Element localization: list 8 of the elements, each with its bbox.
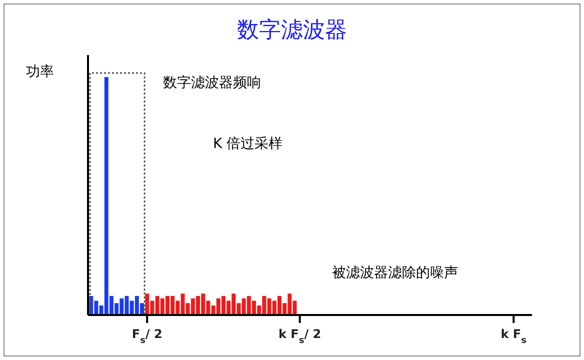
annotation: 数字滤波器频响: [163, 75, 261, 91]
annotation: 被滤波器滤除的噪声: [332, 265, 458, 281]
chart-title: 数字滤波器: [237, 18, 347, 43]
x-tick-label: k F$_{s}$: [500, 327, 526, 346]
x-tick-label: k F$_{s}$/ 2: [278, 327, 322, 346]
y-axis-title: 功率: [26, 64, 54, 80]
x-tick-label: F$_{s}$/ 2: [132, 327, 162, 346]
annotation: K 倍过采样: [213, 136, 283, 152]
